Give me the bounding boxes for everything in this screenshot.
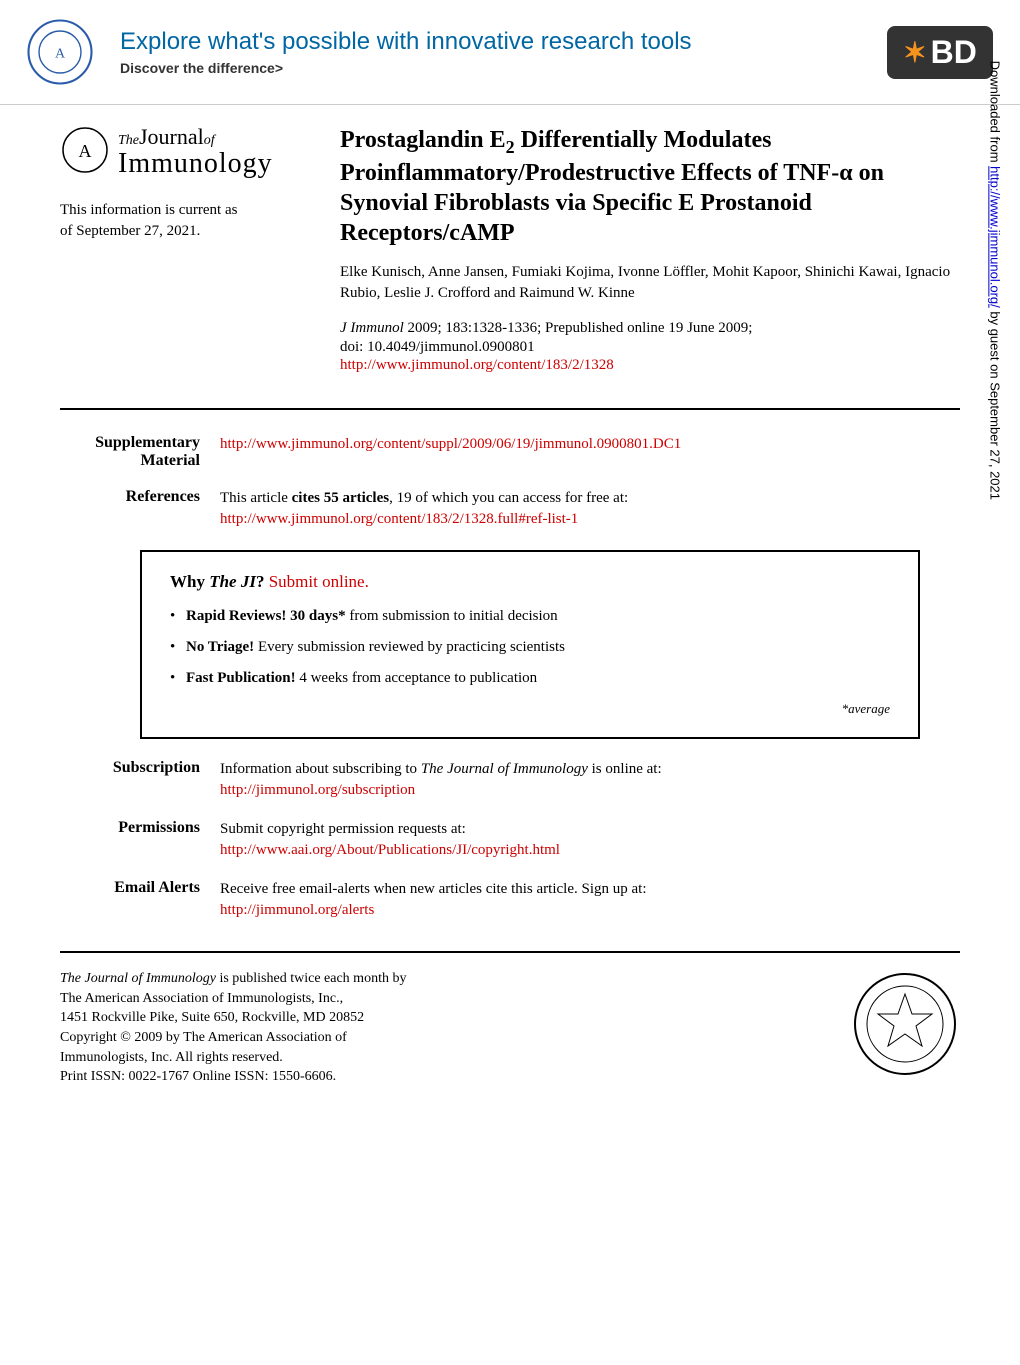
- footer-text: The Journal of Immunology is published t…: [60, 969, 830, 1087]
- subscription-link[interactable]: http://jimmunol.org/subscription: [220, 782, 415, 798]
- permissions-link[interactable]: http://www.aai.org/About/Publications/JI…: [220, 842, 560, 858]
- subscription-content: Information about subscribing to The Jou…: [220, 759, 960, 801]
- alerts-label: Email Alerts: [60, 879, 220, 921]
- currency-note: This information is current as of Septem…: [60, 200, 310, 242]
- permissions-content: Submit copyright permission requests at:…: [220, 819, 960, 861]
- bd-star-icon: ✶: [903, 36, 926, 69]
- aai-badge-icon: A: [20, 12, 100, 92]
- alerts-link[interactable]: http://jimmunol.org/alerts: [220, 902, 374, 918]
- references-content: This article cites 55 articles, 19 of wh…: [220, 488, 960, 530]
- journal-logo: A TheJournalof Immunology: [60, 125, 310, 180]
- bd-logo[interactable]: ✶BD: [880, 22, 1000, 82]
- why-footnote: *average: [170, 701, 890, 717]
- journal-the: The: [118, 133, 139, 148]
- submit-online-link[interactable]: Submit online.: [269, 572, 369, 591]
- banner-subhead: Discover the difference>: [120, 60, 880, 76]
- subscription-label: Subscription: [60, 759, 220, 801]
- why-item-1: Rapid Reviews! 30 days* from submission …: [170, 608, 890, 625]
- journal-word: Journal: [139, 124, 204, 149]
- ad-banner: A Explore what's possible with innovativ…: [0, 0, 1020, 105]
- article-citation: J Immunol 2009; 183:1328-1336; Prepublis…: [340, 318, 960, 339]
- why-ji-box: Why The JI? Submit online. Rapid Reviews…: [140, 550, 920, 739]
- why-item-3: Fast Publication! 4 weeks from acceptanc…: [170, 670, 890, 687]
- banner-text-block: Explore what's possible with innovative …: [100, 28, 880, 76]
- supplementary-link[interactable]: http://www.jimmunol.org/content/suppl/20…: [220, 436, 681, 452]
- banner-headline: Explore what's possible with innovative …: [120, 28, 880, 56]
- journal-immunology: Immunology: [118, 148, 273, 179]
- journal-of: of: [204, 133, 215, 148]
- journal-badge-icon: A: [60, 125, 110, 175]
- alerts-content: Receive free email-alerts when new artic…: [220, 879, 960, 921]
- references-label: References: [60, 488, 220, 530]
- why-title: Why The JI? Submit online.: [170, 572, 890, 592]
- why-item-2: No Triage! Every submission reviewed by …: [170, 639, 890, 656]
- article-doi: doi: 10.4049/jimmunol.0900801: [340, 339, 960, 356]
- references-link[interactable]: http://www.jimmunol.org/content/183/2/13…: [220, 511, 578, 527]
- bd-logo-text: BD: [931, 34, 977, 71]
- article-url-link[interactable]: http://www.jimmunol.org/content/183/2/13…: [340, 357, 614, 373]
- svg-text:A: A: [79, 141, 92, 161]
- aai-seal-icon: [850, 969, 960, 1079]
- permissions-label: Permissions: [60, 819, 220, 861]
- article-authors: Elke Kunisch, Anne Jansen, Fumiaki Kojim…: [340, 262, 960, 304]
- download-sidebar: Downloaded from http://www.jimmunol.org/…: [987, 61, 1002, 500]
- supplementary-label: Supplementary Material: [60, 434, 220, 470]
- sidebar-link[interactable]: http://www.jimmunol.org/: [987, 166, 1002, 308]
- svg-text:A: A: [55, 47, 66, 62]
- divider: [60, 408, 960, 410]
- footer-divider: [60, 951, 960, 953]
- article-title: Prostaglandin E2 Differentially Modulate…: [340, 125, 960, 248]
